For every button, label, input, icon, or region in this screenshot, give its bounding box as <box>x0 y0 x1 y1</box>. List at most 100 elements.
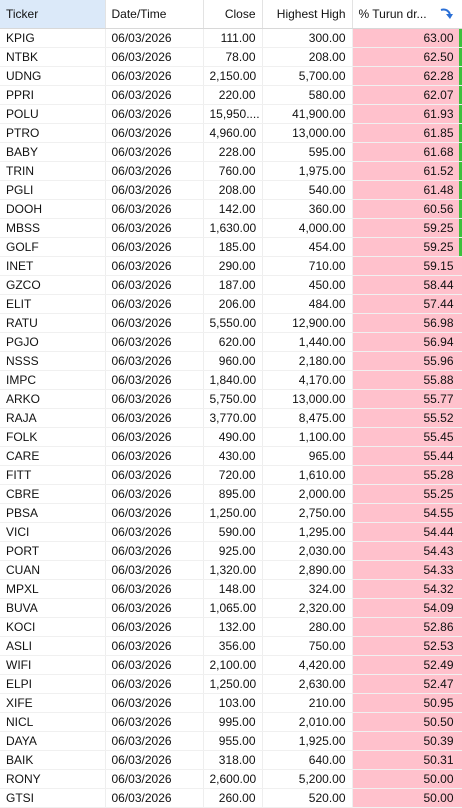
table-cell: 06/03/2026 <box>105 598 204 618</box>
table-cell: DOOH <box>0 199 106 219</box>
table-row[interactable]: WIFI 06/03/2026 2,100.00 4,420.00 52.49 <box>0 655 462 675</box>
table-row[interactable]: MPXL 06/03/2026 148.00 324.00 54.32 <box>0 579 462 599</box>
table-cell: 280.00 <box>262 617 353 637</box>
table-row[interactable]: IMPC 06/03/2026 1,840.00 4,170.00 55.88 <box>0 370 462 390</box>
table-cell: 895.00 <box>203 484 263 504</box>
table-cell: 290.00 <box>203 256 263 276</box>
table-cell: 06/03/2026 <box>105 294 204 314</box>
table-cell: 62.28 <box>352 66 462 86</box>
table-cell: 4,000.00 <box>262 218 353 238</box>
table-row[interactable]: VICI 06/03/2026 590.00 1,295.00 54.44 <box>0 522 462 542</box>
column-header[interactable]: Date/Time <box>105 0 204 29</box>
table-row[interactable]: DOOH 06/03/2026 142.00 360.00 60.56 <box>0 199 462 219</box>
table-row[interactable]: DAYA 06/03/2026 955.00 1,925.00 50.39 <box>0 731 462 751</box>
table-cell: 300.00 <box>262 28 353 48</box>
table-cell: 06/03/2026 <box>105 484 204 504</box>
table-cell: ELPI <box>0 674 106 694</box>
table-cell: 2,100.00 <box>203 655 263 675</box>
table-row[interactable]: POLU 06/03/2026 15,950.... 41,900.00 61.93 <box>0 104 462 124</box>
table-cell: 640.00 <box>262 750 353 770</box>
column-header[interactable]: Close <box>203 0 263 29</box>
table-cell: BABY <box>0 142 106 162</box>
table-cell: 55.77 <box>352 389 462 409</box>
table-row[interactable]: PGJO 06/03/2026 620.00 1,440.00 56.94 <box>0 332 462 352</box>
table-cell: 54.32 <box>352 579 462 599</box>
table-row[interactable]: INET 06/03/2026 290.00 710.00 59.15 <box>0 256 462 276</box>
table-row[interactable]: BUVA 06/03/2026 1,065.00 2,320.00 54.09 <box>0 598 462 618</box>
column-header[interactable]: % Turun dr... <box>352 0 462 29</box>
table-row[interactable]: GZCO 06/03/2026 187.00 450.00 58.44 <box>0 275 462 295</box>
table-row[interactable]: PORT 06/03/2026 925.00 2,030.00 54.43 <box>0 541 462 561</box>
table-row[interactable]: FITT 06/03/2026 720.00 1,610.00 55.28 <box>0 465 462 485</box>
table-cell: 54.44 <box>352 522 462 542</box>
table-cell: BAIK <box>0 750 106 770</box>
table-cell: 132.00 <box>203 617 263 637</box>
column-header[interactable]: Ticker <box>0 0 106 29</box>
table-row[interactable]: CUAN 06/03/2026 1,320.00 2,890.00 54.33 <box>0 560 462 580</box>
table-row[interactable]: BABY 06/03/2026 228.00 595.00 61.68 <box>0 142 462 162</box>
table-cell: 06/03/2026 <box>105 560 204 580</box>
table-cell: 06/03/2026 <box>105 712 204 732</box>
table-cell: 52.53 <box>352 636 462 656</box>
table-row[interactable]: GOLF 06/03/2026 185.00 454.00 59.25 <box>0 237 462 257</box>
table-cell: 06/03/2026 <box>105 522 204 542</box>
table-cell: 2,630.00 <box>262 674 353 694</box>
table-cell: 06/03/2026 <box>105 389 204 409</box>
table-row[interactable]: PGLI 06/03/2026 208.00 540.00 61.48 <box>0 180 462 200</box>
table-row[interactable]: PBSA 06/03/2026 1,250.00 2,750.00 54.55 <box>0 503 462 523</box>
table-row[interactable]: TRIN 06/03/2026 760.00 1,975.00 61.52 <box>0 161 462 181</box>
column-header[interactable]: Highest High <box>262 0 353 29</box>
table-cell: 960.00 <box>203 351 263 371</box>
table-cell: 06/03/2026 <box>105 351 204 371</box>
table-cell: 1,610.00 <box>262 465 353 485</box>
table-cell: 1,925.00 <box>262 731 353 751</box>
table-row[interactable]: CARE 06/03/2026 430.00 965.00 55.44 <box>0 446 462 466</box>
table-row[interactable]: ASLI 06/03/2026 356.00 750.00 52.53 <box>0 636 462 656</box>
table-row[interactable]: BAIK 06/03/2026 318.00 640.00 50.31 <box>0 750 462 770</box>
table-row[interactable]: ELIT 06/03/2026 206.00 484.00 57.44 <box>0 294 462 314</box>
table-cell: 62.50 <box>352 47 462 67</box>
table-cell: CUAN <box>0 560 106 580</box>
table-cell: 50.50 <box>352 712 462 732</box>
table-row[interactable]: ARKO 06/03/2026 5,750.00 13,000.00 55.77 <box>0 389 462 409</box>
table-row[interactable]: KPIG 06/03/2026 111.00 300.00 63.00 <box>0 28 462 48</box>
table-cell: 208.00 <box>262 47 353 67</box>
table-cell: 187.00 <box>203 275 263 295</box>
table-cell: 61.93 <box>352 104 462 124</box>
table-row[interactable]: GTSI 06/03/2026 260.00 520.00 50.00 <box>0 788 462 808</box>
table-cell: 06/03/2026 <box>105 218 204 238</box>
table-row[interactable]: UDNG 06/03/2026 2,150.00 5,700.00 62.28 <box>0 66 462 86</box>
table-row[interactable]: RONY 06/03/2026 2,600.00 5,200.00 50.00 <box>0 769 462 789</box>
table-cell: 1,320.00 <box>203 560 263 580</box>
table-cell: 52.86 <box>352 617 462 637</box>
table-row[interactable]: KOCI 06/03/2026 132.00 280.00 52.86 <box>0 617 462 637</box>
table-cell: 360.00 <box>262 199 353 219</box>
table-cell: PGLI <box>0 180 106 200</box>
table-cell: 1,630.00 <box>203 218 263 238</box>
table-cell: 55.88 <box>352 370 462 390</box>
table-cell: IMPC <box>0 370 106 390</box>
table-cell: FOLK <box>0 427 106 447</box>
table-cell: 06/03/2026 <box>105 275 204 295</box>
table-row[interactable]: ELPI 06/03/2026 1,250.00 2,630.00 52.47 <box>0 674 462 694</box>
table-row[interactable]: CBRE 06/03/2026 895.00 2,000.00 55.25 <box>0 484 462 504</box>
table-cell: PTRO <box>0 123 106 143</box>
table-cell: 56.94 <box>352 332 462 352</box>
table-row[interactable]: NICL 06/03/2026 995.00 2,010.00 50.50 <box>0 712 462 732</box>
table-row[interactable]: RAJA 06/03/2026 3,770.00 8,475.00 55.52 <box>0 408 462 428</box>
table-cell: 59.25 <box>352 237 462 257</box>
table-cell: 1,840.00 <box>203 370 263 390</box>
table-cell: 06/03/2026 <box>105 788 204 808</box>
table-row[interactable]: FOLK 06/03/2026 490.00 1,100.00 55.45 <box>0 427 462 447</box>
table-row[interactable]: NSSS 06/03/2026 960.00 2,180.00 55.96 <box>0 351 462 371</box>
table-row[interactable]: NTBK 06/03/2026 78.00 208.00 62.50 <box>0 47 462 67</box>
table-row[interactable]: PTRO 06/03/2026 4,960.00 13,000.00 61.85 <box>0 123 462 143</box>
table-row[interactable]: RATU 06/03/2026 5,550.00 12,900.00 56.98 <box>0 313 462 333</box>
table-row[interactable]: MBSS 06/03/2026 1,630.00 4,000.00 59.25 <box>0 218 462 238</box>
table-cell: 06/03/2026 <box>105 750 204 770</box>
table-row[interactable]: PPRI 06/03/2026 220.00 580.00 62.07 <box>0 85 462 105</box>
table-cell: 55.25 <box>352 484 462 504</box>
table-row[interactable]: XIFE 06/03/2026 103.00 210.00 50.95 <box>0 693 462 713</box>
table-cell: 760.00 <box>203 161 263 181</box>
